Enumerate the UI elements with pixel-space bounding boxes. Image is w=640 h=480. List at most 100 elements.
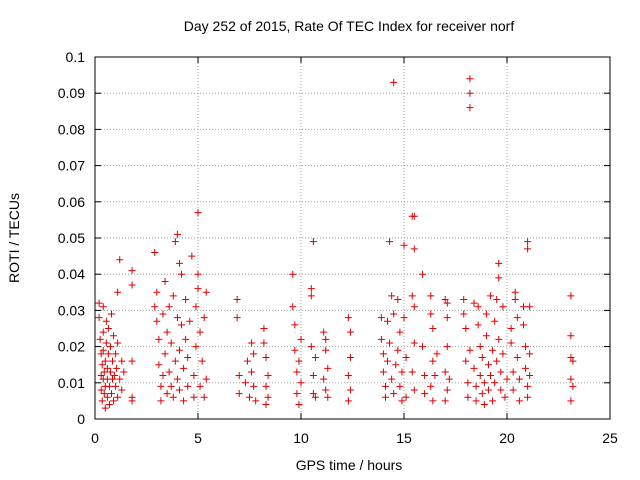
data-point	[476, 343, 484, 351]
data-point	[159, 372, 167, 380]
data-point	[431, 372, 439, 380]
data-point	[107, 390, 115, 398]
data-point	[184, 353, 192, 361]
data-point	[484, 361, 492, 369]
data-point	[113, 364, 121, 372]
data-point	[169, 292, 177, 300]
data-point	[466, 89, 474, 97]
data-point	[322, 346, 330, 354]
data-point	[421, 390, 429, 398]
data-point	[102, 317, 110, 325]
data-point	[499, 303, 507, 311]
data-point	[513, 314, 521, 322]
data-point	[410, 339, 418, 347]
data-point	[120, 368, 128, 376]
data-point	[194, 209, 202, 217]
data-point	[470, 364, 478, 372]
data-point	[262, 382, 270, 390]
data-point	[295, 401, 303, 409]
data-point	[324, 393, 332, 401]
data-point	[408, 368, 416, 376]
data-point	[97, 350, 105, 358]
data-point	[101, 357, 109, 365]
data-point	[509, 386, 517, 394]
data-point	[99, 346, 107, 354]
data-point	[567, 292, 575, 300]
data-point	[384, 357, 392, 365]
y-tick-label: 0.03	[58, 302, 85, 318]
data-point	[297, 335, 305, 343]
data-point	[322, 386, 330, 394]
data-point	[167, 339, 175, 347]
y-axis-label: ROTI / TECUs	[6, 193, 22, 283]
data-point	[106, 343, 114, 351]
data-point	[180, 364, 188, 372]
data-point	[466, 75, 474, 83]
data-points	[95, 75, 577, 412]
data-point	[569, 357, 577, 365]
data-point	[482, 332, 490, 340]
data-point	[462, 325, 470, 332]
data-point	[497, 386, 505, 394]
data-point	[159, 310, 167, 318]
data-point	[196, 328, 204, 336]
data-point	[188, 252, 196, 260]
data-point	[99, 328, 107, 336]
data-point	[388, 292, 396, 300]
data-point	[309, 372, 317, 380]
data-point	[246, 393, 253, 401]
data-point	[105, 401, 113, 409]
data-point	[322, 335, 330, 343]
data-point	[103, 364, 111, 372]
data-point	[466, 104, 474, 112]
data-point	[175, 259, 183, 267]
data-point	[169, 393, 177, 401]
data-point	[480, 379, 488, 387]
data-point	[161, 277, 169, 285]
data-point	[311, 393, 319, 401]
data-point	[241, 379, 249, 387]
y-tick-label: 0.08	[58, 121, 85, 137]
data-point	[396, 328, 404, 336]
data-point	[293, 368, 301, 376]
data-point	[427, 382, 435, 390]
data-point	[163, 390, 171, 398]
data-point	[157, 382, 165, 390]
data-point	[408, 292, 416, 300]
data-point	[295, 357, 303, 365]
data-point	[398, 368, 406, 376]
data-point	[433, 350, 441, 358]
data-point	[346, 386, 354, 394]
data-point	[320, 328, 328, 336]
data-point	[151, 303, 159, 311]
data-point	[346, 328, 354, 336]
data-point	[462, 357, 470, 365]
data-point	[421, 372, 429, 380]
data-point	[526, 372, 534, 380]
data-point	[260, 339, 268, 347]
data-point	[388, 375, 396, 383]
data-point	[128, 357, 136, 365]
data-point	[394, 346, 402, 354]
data-point	[118, 357, 126, 365]
data-point	[192, 303, 200, 311]
data-point	[291, 321, 299, 329]
data-point	[297, 379, 305, 387]
data-point	[104, 350, 112, 358]
data-point	[499, 350, 507, 358]
data-point	[497, 368, 505, 376]
data-point	[264, 393, 272, 401]
data-point	[377, 335, 385, 343]
data-point	[567, 375, 575, 383]
data-point	[507, 339, 515, 347]
data-point	[182, 335, 190, 343]
data-point	[493, 296, 501, 304]
data-point	[100, 368, 108, 376]
data-point	[478, 390, 486, 398]
data-point	[111, 372, 119, 380]
data-point	[390, 310, 398, 318]
data-point	[161, 350, 169, 358]
data-point	[567, 332, 575, 340]
y-tick-label: 0.07	[58, 158, 85, 174]
data-point	[291, 346, 299, 354]
